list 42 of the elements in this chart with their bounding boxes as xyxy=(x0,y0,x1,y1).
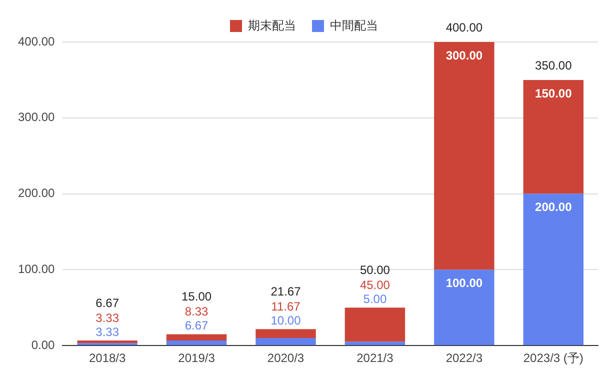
data-label: 5.00 xyxy=(363,292,387,306)
data-label: 300.00 xyxy=(446,48,483,62)
bar xyxy=(166,340,227,346)
data-label: 3.33 xyxy=(96,310,120,325)
total-label: 400.00 xyxy=(446,20,483,34)
x-tick-label: 2019/3 xyxy=(178,351,216,366)
y-tick-label: 0.00 xyxy=(31,338,56,352)
data-label: 3.33 xyxy=(96,324,120,339)
x-tick-label: 2020/3 xyxy=(267,351,304,366)
bar xyxy=(434,42,494,270)
bar xyxy=(256,329,316,338)
bar xyxy=(77,340,138,344)
bar xyxy=(344,308,406,342)
data-label: 45.00 xyxy=(360,278,390,292)
bar xyxy=(523,194,584,346)
bar xyxy=(256,338,316,346)
x-tick-label: 2022/3 xyxy=(446,351,483,366)
data-label: 8.33 xyxy=(184,304,209,319)
data-label: 100.00 xyxy=(446,276,483,290)
y-tick-label: 300.00 xyxy=(18,110,56,124)
total-label: 21.67 xyxy=(270,284,302,298)
total-label: 350.00 xyxy=(535,58,572,72)
y-tick-label: 100.00 xyxy=(18,262,56,276)
x-tick-label: 2018/3 xyxy=(88,351,126,366)
bar xyxy=(344,342,406,346)
x-tick-label: 2023/3 (予) xyxy=(523,351,584,366)
data-label: 11.67 xyxy=(271,299,301,314)
data-label: 200.00 xyxy=(535,200,572,214)
x-tick-label: 2021/3 xyxy=(356,351,394,366)
bar xyxy=(434,270,494,346)
data-label: 6.67 xyxy=(184,318,209,333)
total-label: 15.00 xyxy=(182,290,212,304)
total-label: 6.67 xyxy=(96,296,120,310)
legend-label: 期末配当 xyxy=(248,18,296,32)
y-tick-label: 400.00 xyxy=(18,34,56,48)
bar xyxy=(523,80,584,194)
data-label: 150.00 xyxy=(535,86,572,100)
legend-label: 中間配当 xyxy=(330,18,378,32)
total-label: 50.00 xyxy=(360,262,390,277)
y-tick-label: 200.00 xyxy=(18,186,56,200)
bar xyxy=(166,334,227,341)
data-label: 10.00 xyxy=(270,313,302,328)
